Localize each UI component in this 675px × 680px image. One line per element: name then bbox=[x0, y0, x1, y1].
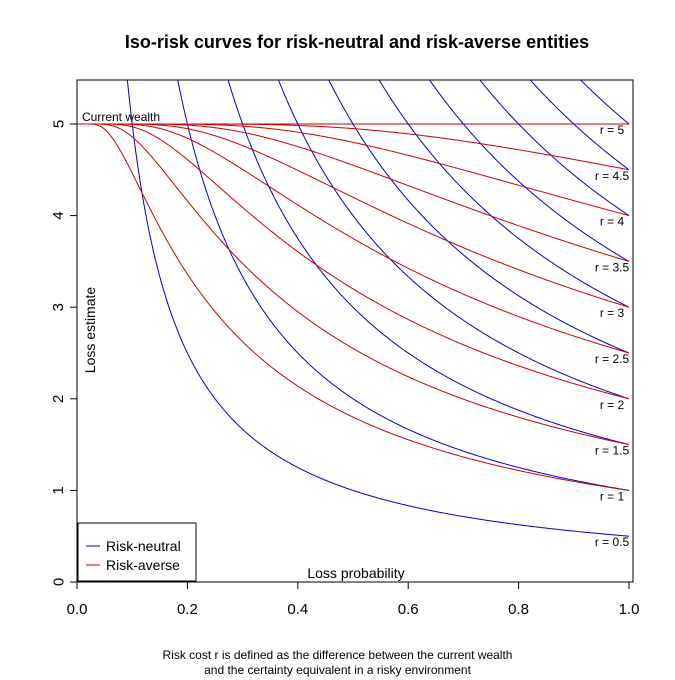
caption-line-1: Risk cost r is defined as the difference… bbox=[162, 648, 513, 662]
x-tick-label: 1.0 bbox=[619, 601, 640, 618]
chart-title: Iso-risk curves for risk-neutral and ris… bbox=[125, 32, 589, 52]
risk-averse-curve bbox=[77, 123, 630, 354]
risk-cost-label: r = 2.5 bbox=[595, 352, 630, 366]
risk-cost-label: r = 4.5 bbox=[595, 169, 630, 183]
x-tick-label: 0.4 bbox=[287, 601, 308, 618]
caption-line-2: and the certainty equivalent in a risky … bbox=[204, 663, 471, 677]
risk-neutral-curve bbox=[227, 80, 630, 446]
risk-averse-curve bbox=[77, 123, 630, 446]
risk-averse-curve bbox=[77, 123, 630, 308]
y-tick-label: 1 bbox=[50, 486, 67, 494]
risk-averse-curve bbox=[77, 123, 630, 491]
risk-cost-label: r = 0.5 bbox=[595, 535, 630, 549]
risk-neutral-curve bbox=[177, 80, 630, 491]
curves bbox=[77, 80, 630, 537]
risk-neutral-curve bbox=[277, 80, 630, 400]
risk-averse-curve bbox=[77, 123, 630, 171]
risk-cost-label: r = 3 bbox=[600, 306, 625, 320]
risk-cost-label: r = 2 bbox=[600, 398, 625, 412]
y-tick-label: 5 bbox=[50, 120, 67, 128]
risk-cost-label: r = 1 bbox=[600, 489, 625, 503]
risk-neutral-curve bbox=[428, 80, 630, 262]
risk-neutral-curve bbox=[479, 80, 630, 217]
legend-box bbox=[77, 522, 197, 582]
risk-neutral-curve bbox=[378, 80, 630, 308]
risk-cost-label: r = 5 bbox=[600, 123, 625, 137]
risk-neutral-curve bbox=[126, 80, 630, 537]
y-tick-label: 2 bbox=[50, 395, 67, 403]
risk-averse-curve bbox=[77, 123, 630, 217]
risk-cost-labels: r = 0.5 r = 1 r = 1.5 r = 2 r = 2.5 r = 3 r = … bbox=[595, 123, 630, 549]
legend-label-risk-averse: Risk-averse bbox=[106, 557, 180, 573]
legend: Risk-neutral Risk-averse bbox=[77, 522, 197, 582]
plot-frame bbox=[76, 79, 634, 583]
risk-neutral-curve bbox=[529, 80, 630, 171]
y-axis: 0 1 2 3 4 5 bbox=[50, 120, 77, 586]
x-axis-label: Loss probability bbox=[307, 565, 404, 581]
risk-cost-label: r = 3.5 bbox=[595, 260, 630, 274]
x-axis: 0.0 0.2 0.4 0.6 0.8 1.0 bbox=[67, 582, 640, 618]
caption: Risk cost r is defined as the difference… bbox=[0, 648, 675, 678]
legend-label-risk-neutral: Risk-neutral bbox=[106, 538, 181, 554]
risk-cost-label: r = 4 bbox=[600, 215, 625, 229]
y-tick-label: 3 bbox=[50, 303, 67, 311]
y-tick-label: 0 bbox=[50, 578, 67, 586]
risk-cost-label: r = 1.5 bbox=[595, 444, 630, 458]
risk-neutral-curve bbox=[579, 80, 630, 125]
risk-neutral-curve bbox=[328, 80, 630, 354]
x-tick-label: 0.6 bbox=[398, 601, 419, 618]
x-tick-label: 0.2 bbox=[177, 601, 198, 618]
y-tick-label: 4 bbox=[50, 211, 67, 219]
x-tick-label: 0.8 bbox=[508, 601, 529, 618]
current-wealth-label: Current wealth bbox=[82, 110, 160, 124]
risk-averse-curve bbox=[77, 123, 630, 400]
y-axis-label: Loss estimate bbox=[82, 287, 98, 374]
x-tick-label: 0.0 bbox=[67, 601, 88, 618]
